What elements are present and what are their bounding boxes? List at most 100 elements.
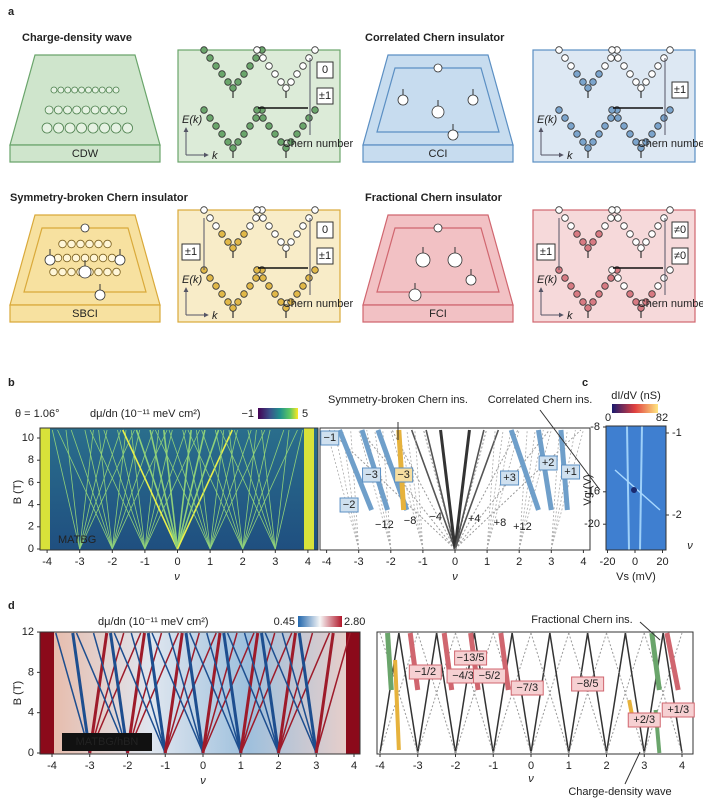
dot [620, 282, 628, 290]
dot [666, 46, 674, 54]
fan-line [435, 632, 457, 754]
chern-box [316, 87, 334, 105]
heatmap-line [222, 632, 243, 754]
heatmap-line [233, 429, 276, 550]
dot [98, 253, 108, 263]
x-tick-label: 0 [174, 556, 180, 568]
fan-line [379, 632, 419, 754]
chern-box [671, 247, 689, 265]
dot [642, 138, 650, 146]
heatmap-line [314, 632, 335, 754]
dot [76, 239, 85, 249]
fan-line [360, 429, 456, 550]
y-tick-label: 10 [22, 432, 34, 444]
heatmap-line [130, 632, 166, 754]
x-axis-label: ν [452, 571, 458, 583]
dot [595, 70, 603, 78]
x-tick-label: -4 [42, 556, 52, 568]
x-tick-label: 0 [452, 556, 458, 568]
dot [620, 222, 628, 230]
heatmap-line [130, 429, 146, 550]
chern-value: ±1 [540, 246, 552, 258]
dot [601, 282, 609, 290]
dot [666, 206, 674, 214]
dot [589, 78, 597, 86]
heatmap-line [182, 429, 211, 550]
x-tick-label: 0 [200, 760, 206, 772]
heatmap-line [297, 632, 318, 754]
sample-label: MATBG/hBN [76, 736, 139, 748]
label-box [661, 702, 695, 718]
dot [299, 62, 307, 70]
chern-value: ±1 [319, 90, 331, 102]
chern-label: −3 [365, 469, 378, 481]
heatmap-line [117, 429, 146, 550]
fan-line [454, 429, 485, 550]
heatmap-line [79, 429, 122, 550]
y-tick-label: 4 [28, 499, 34, 511]
dot [311, 46, 319, 54]
dot [277, 298, 285, 306]
y-tick-label: 12 [22, 626, 34, 638]
colorbar-tick: 2.80 [344, 616, 365, 628]
fan-line [486, 429, 504, 550]
dot [265, 282, 273, 290]
heatmap-line [209, 429, 225, 550]
y-tick-label: 6 [28, 476, 34, 488]
dot [607, 114, 615, 122]
x-tick-label: -2 [386, 556, 396, 568]
x-tick-label: 1 [207, 556, 213, 568]
dot [71, 253, 81, 263]
heatmap-line [164, 632, 217, 754]
x-tick-label: -1 [488, 760, 498, 772]
dot [224, 238, 232, 246]
dot [277, 238, 285, 246]
chern-label: −1 [324, 432, 337, 444]
heatmap-line [65, 429, 81, 550]
fan-line [606, 632, 645, 754]
label-box [510, 680, 544, 696]
y-tick-label: -20 [584, 518, 600, 530]
device-label: CCI [429, 148, 448, 160]
label-box [561, 464, 581, 480]
dot [67, 267, 76, 277]
heatmap-line [277, 632, 331, 754]
dot [212, 222, 220, 230]
chern-value: ±1 [319, 250, 331, 262]
heatmap-line [202, 632, 238, 754]
heatmap-line [51, 429, 81, 550]
fan-line [518, 429, 552, 550]
dot [265, 222, 273, 230]
x-tick-label: -3 [85, 760, 95, 772]
dot [555, 106, 563, 114]
fractional-line [498, 632, 511, 691]
colorbar [612, 404, 658, 413]
dot [277, 78, 285, 86]
dot [654, 222, 662, 230]
dot [660, 54, 668, 62]
label-box [627, 712, 661, 728]
fan-line [328, 429, 456, 550]
axis-label: E(k) [537, 114, 558, 126]
card-title: Correlated Chern insulator [365, 32, 505, 44]
x-tick-label: 1 [566, 760, 572, 772]
dot [601, 62, 609, 70]
heatmap-line [315, 632, 351, 754]
heatmap-line [144, 429, 159, 550]
fractional-line [407, 632, 421, 691]
fan-line [454, 429, 550, 550]
heatmap-line [214, 429, 244, 550]
x-tick-label: -2 [123, 760, 133, 772]
dot [614, 214, 622, 222]
colorbar-title: dμ/dn (10⁻¹¹ meV cm²) [90, 408, 201, 420]
dot [78, 265, 92, 279]
dot [415, 252, 431, 268]
heatmap-line [79, 429, 135, 550]
dot [271, 130, 279, 138]
heatmap-line [103, 429, 146, 550]
y-tick-label: -16 [584, 486, 600, 498]
dot [105, 86, 113, 94]
x-tick-label: -1 [418, 556, 428, 568]
heatmap-line [239, 632, 260, 754]
x-tick-label: 2 [603, 760, 609, 772]
